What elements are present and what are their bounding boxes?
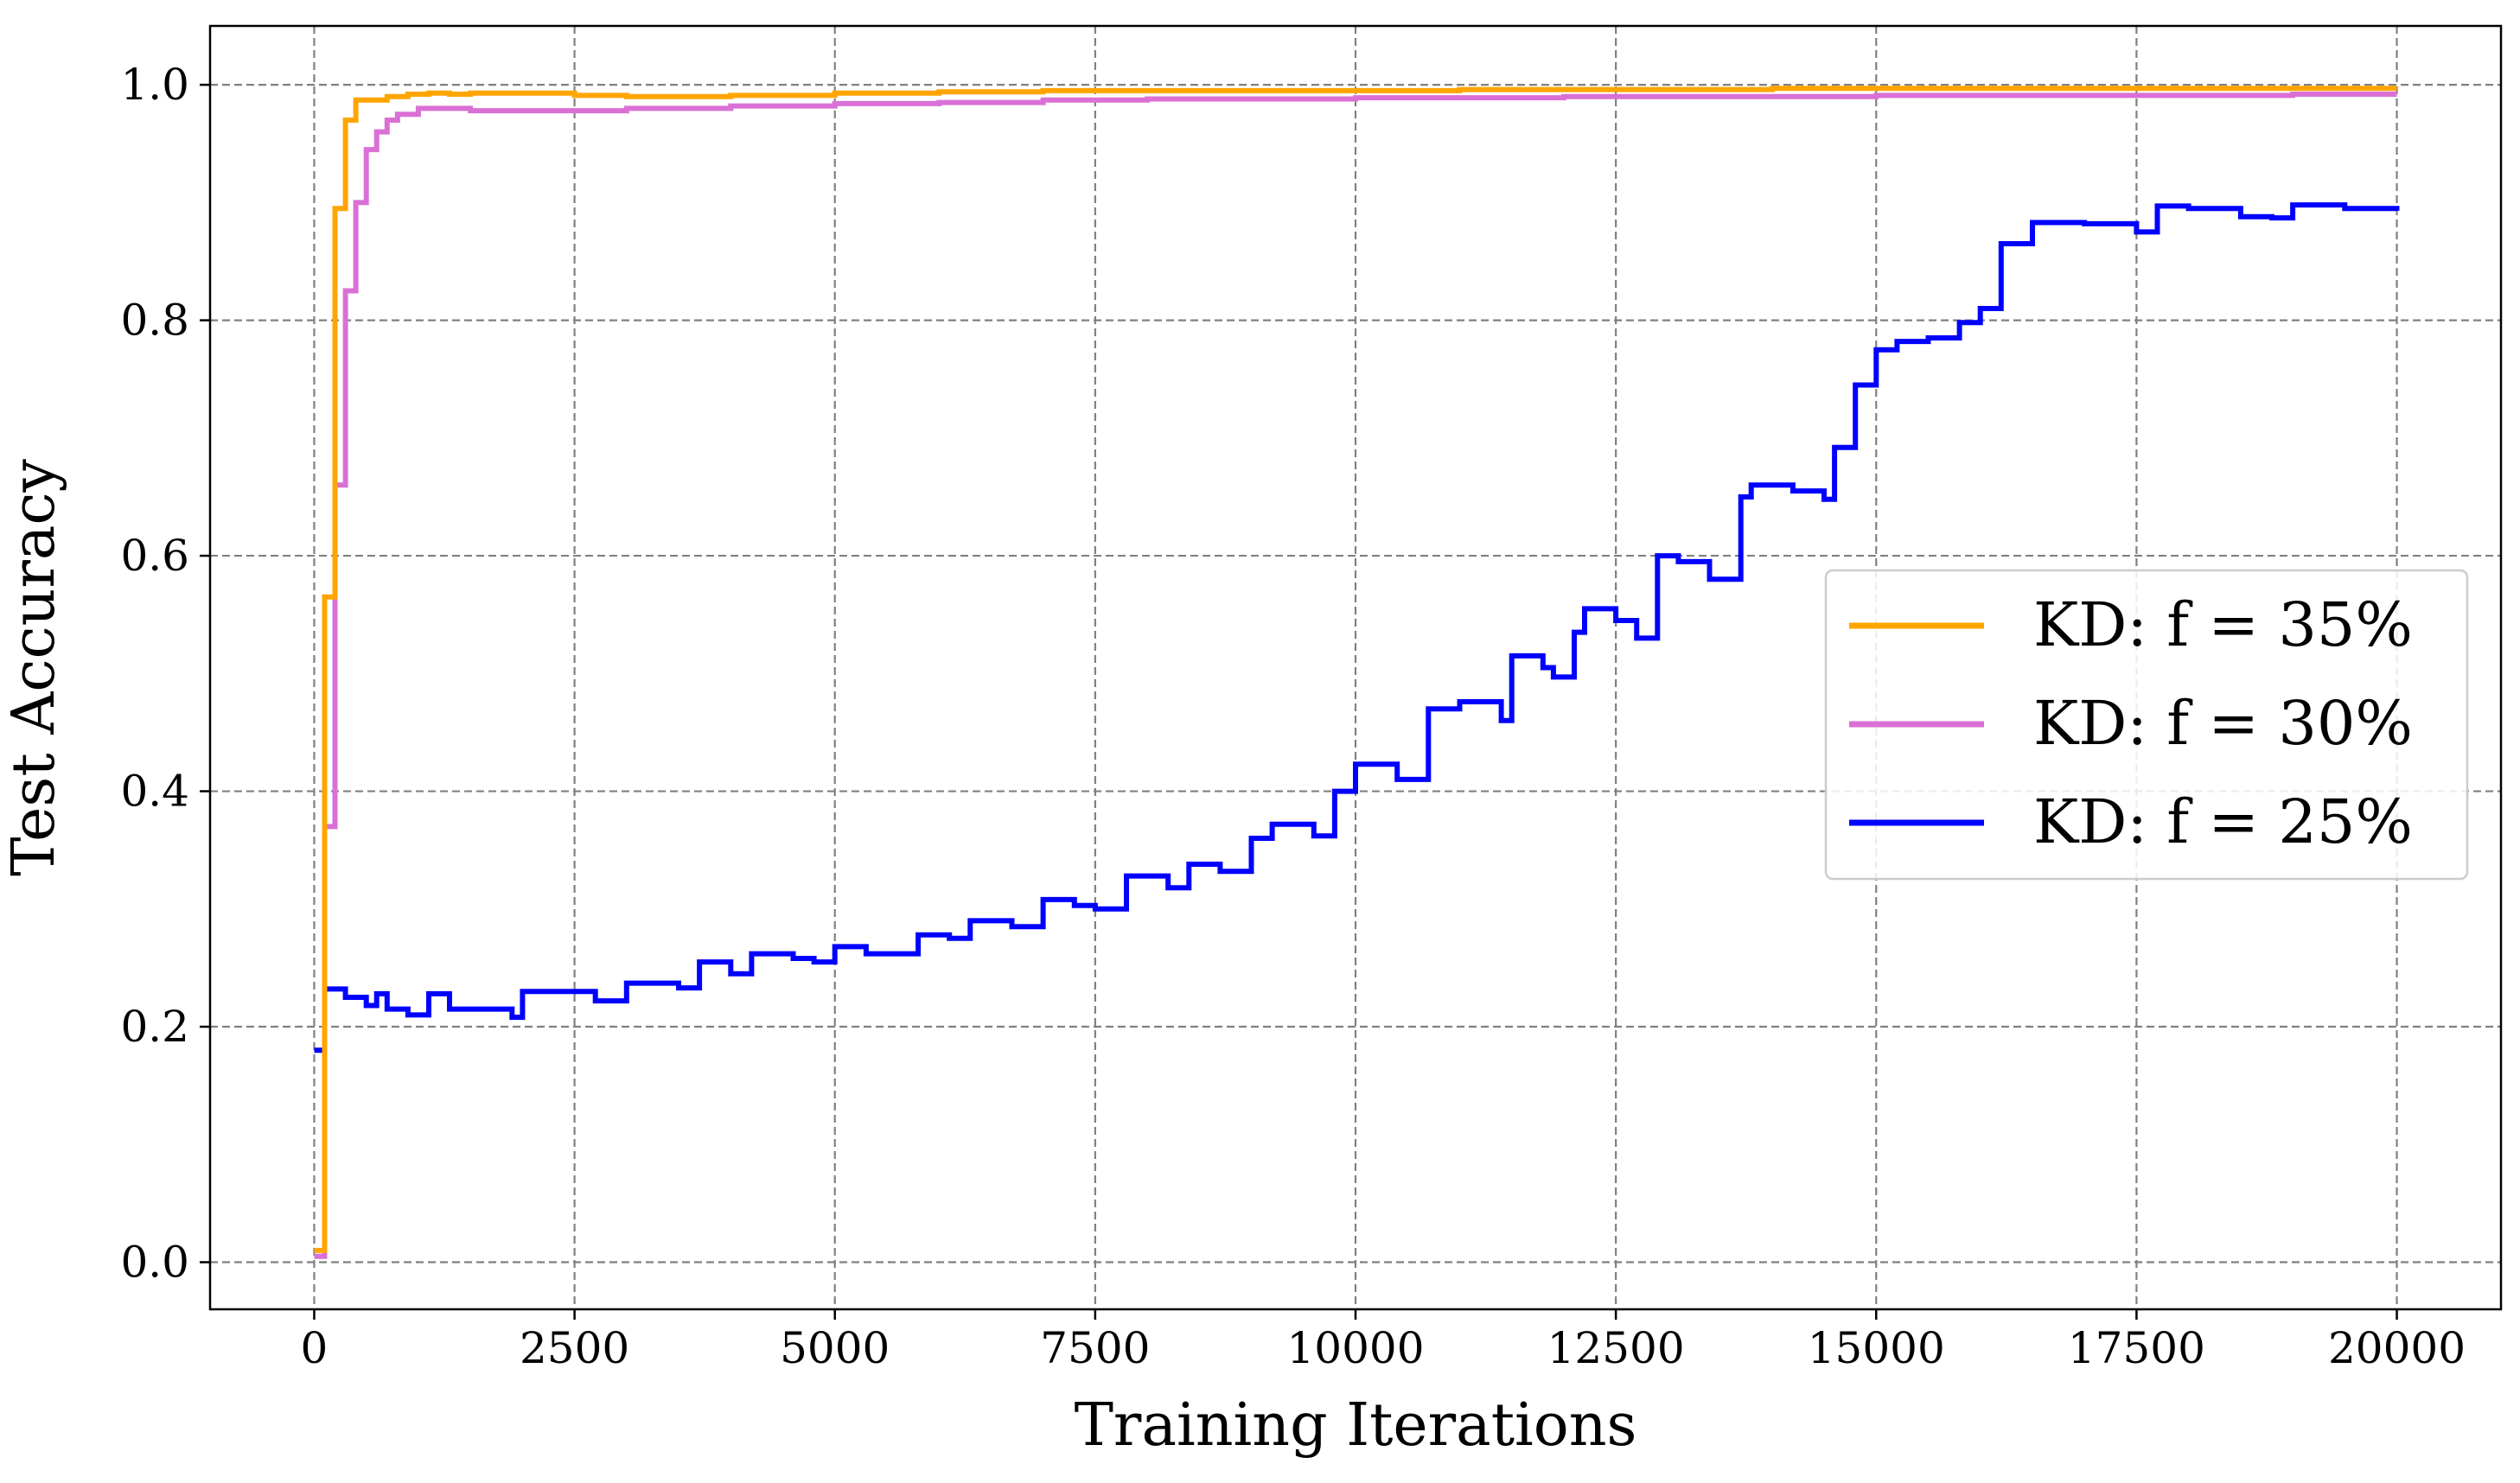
x-axis-label: Training Iterations bbox=[1075, 1391, 1637, 1460]
legend-label: KD: f = 25% bbox=[2033, 786, 2413, 857]
y-axis-label: Test Accuracy bbox=[0, 459, 68, 876]
y-tick-label: 0.2 bbox=[120, 1002, 189, 1052]
series-line bbox=[314, 202, 2400, 1053]
x-tick-label: 17500 bbox=[2068, 1323, 2205, 1373]
x-tick-label: 0 bbox=[301, 1323, 329, 1373]
x-tick-label: 12500 bbox=[1547, 1323, 1685, 1373]
legend: KD: f = 35% KD: f = 30% KD: f = 25% bbox=[1824, 569, 2469, 881]
series-line bbox=[314, 86, 2397, 1253]
x-tick-label: 15000 bbox=[1808, 1323, 1945, 1373]
y-tick-label: 0.0 bbox=[120, 1238, 189, 1288]
axis-ticks: 0 2500 5000 7500 10000 12500 15000 17500 20000 0.… bbox=[120, 60, 2466, 1373]
x-tick-label: 5000 bbox=[780, 1323, 890, 1373]
legend-label: KD: f = 35% bbox=[2033, 589, 2413, 660]
y-tick-label: 1.0 bbox=[120, 60, 189, 110]
x-tick-label: 10000 bbox=[1286, 1323, 1424, 1373]
series-layer bbox=[314, 86, 2400, 1259]
y-tick-label: 0.8 bbox=[120, 296, 189, 346]
legend-label: KD: f = 30% bbox=[2033, 688, 2413, 759]
x-tick-label: 7500 bbox=[1040, 1323, 1150, 1373]
legend-box bbox=[1824, 569, 2469, 881]
x-tick-label: 2500 bbox=[520, 1323, 629, 1373]
x-tick-label: 20000 bbox=[2328, 1323, 2466, 1373]
series-line bbox=[314, 92, 2397, 1259]
y-tick-label: 0.4 bbox=[120, 767, 189, 817]
y-tick-label: 0.6 bbox=[120, 531, 189, 581]
